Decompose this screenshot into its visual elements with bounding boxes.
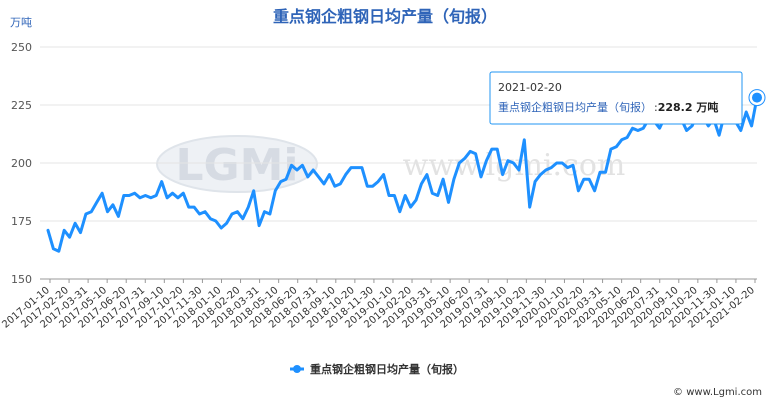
tooltip-row: 重点钢企粗钢日均产量（旬报）:228.2 万吨 <box>498 100 718 114</box>
highlight-point[interactable] <box>752 92 762 103</box>
tooltip-box <box>489 71 743 125</box>
y-tick-label: 150 <box>11 273 32 286</box>
chart-title: 重点钢企粗钢日均产量（旬报） <box>273 7 497 26</box>
y-axis-unit: 万吨 <box>10 16 32 29</box>
y-tick-label: 250 <box>11 41 32 54</box>
tooltip-date: 2021-02-20 <box>498 81 562 94</box>
watermark-logo: LGMi <box>175 140 298 191</box>
y-axis-ticks: 150 175 200 225 250 <box>11 41 32 286</box>
tooltip-value: 228.2 万吨 <box>658 100 719 114</box>
y-tick-label: 200 <box>11 157 32 170</box>
legend-label[interactable]: 重点钢企粗钢日均产量（旬报） <box>310 362 464 376</box>
watermark-logo-ellipse <box>156 135 318 193</box>
y-tick-label: 225 <box>11 99 32 112</box>
watermark: LGMi www.lgmi.com <box>156 135 625 193</box>
y-tick-label: 175 <box>11 215 32 228</box>
copyright: © www.Lgmi.com <box>673 387 762 398</box>
x-axis-ticks: 2017-01-102017-02-202017-03-312017-05-10… <box>0 279 757 331</box>
tooltip: 2021-02-20 重点钢企粗钢日均产量（旬报）:228.2 万吨 <box>489 71 743 125</box>
series[interactable] <box>46 89 766 253</box>
series-line[interactable] <box>46 96 759 253</box>
legend[interactable]: 重点钢企粗钢日均产量（旬报） <box>290 362 464 376</box>
tooltip-separator: : <box>654 101 658 114</box>
legend-marker-icon <box>293 365 301 373</box>
tooltip-series-label: 重点钢企粗钢日均产量（旬报） <box>498 100 652 114</box>
